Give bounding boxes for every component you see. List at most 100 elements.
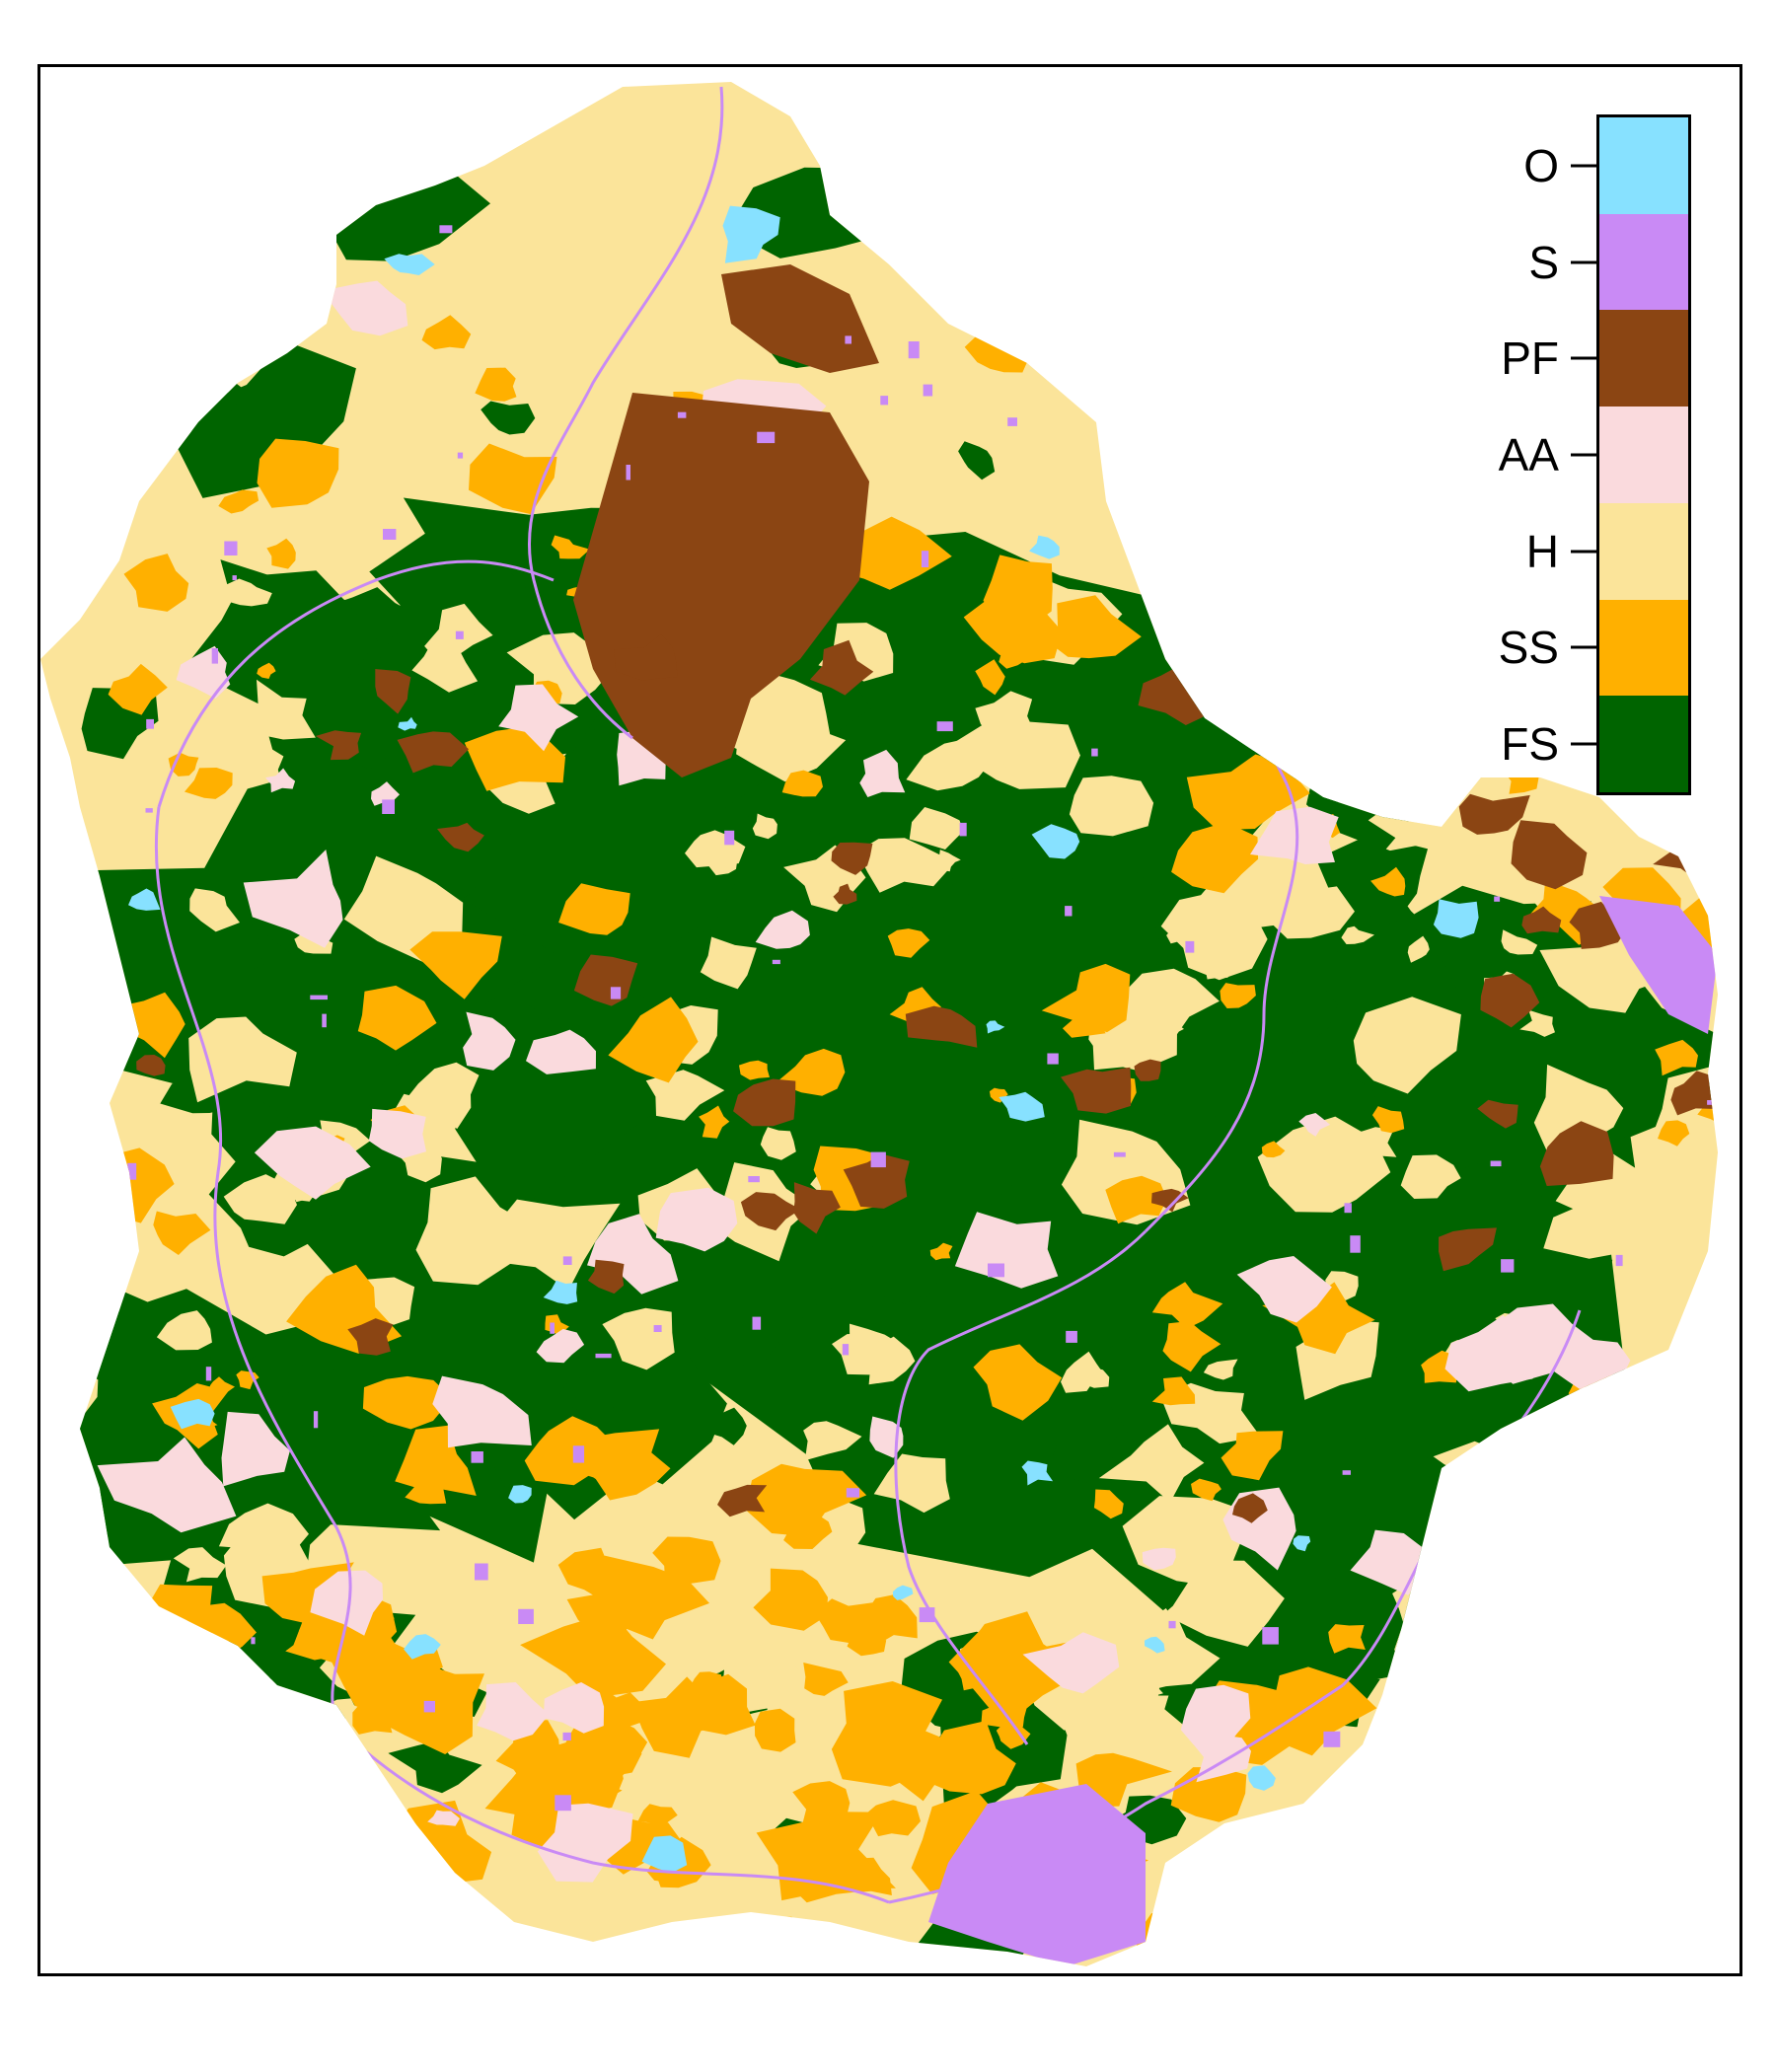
land-ss-patch bbox=[174, 1665, 195, 1681]
land-fs-patch bbox=[1328, 624, 1458, 731]
land-fs-patch bbox=[239, 150, 295, 187]
land-s-patch bbox=[1376, 497, 1395, 509]
legend-swatch-s bbox=[1599, 213, 1688, 311]
land-pf-patch bbox=[1539, 1121, 1614, 1186]
land-fs-patch bbox=[705, 1407, 747, 1445]
land-aa-patch bbox=[1236, 1256, 1332, 1323]
land-o-patch bbox=[1668, 1644, 1689, 1662]
road-line bbox=[894, 1229, 1147, 1745]
land-pf-patch bbox=[1511, 820, 1588, 890]
land-s-patch bbox=[380, 1861, 394, 1876]
land-s-patch bbox=[146, 718, 154, 729]
legend-label-h: H bbox=[1525, 525, 1559, 577]
land-ss-patch bbox=[1075, 1752, 1172, 1808]
legend-tick bbox=[1571, 260, 1596, 264]
land-h-patch bbox=[700, 936, 757, 990]
land-aa-patch bbox=[265, 768, 296, 793]
land-ss-patch bbox=[56, 1011, 100, 1051]
land-ss-patch bbox=[1151, 1282, 1223, 1329]
land-o-patch bbox=[892, 1585, 914, 1600]
land-ss-patch bbox=[929, 1242, 953, 1261]
land-fs-patch bbox=[1499, 1409, 1642, 1538]
land-ss-patch bbox=[1186, 754, 1310, 831]
land-s-patch bbox=[1350, 1235, 1361, 1253]
land-pf-patch bbox=[1134, 1059, 1161, 1081]
land-h-patch bbox=[1342, 1127, 1397, 1160]
land-ss-patch bbox=[1560, 1882, 1621, 1931]
land-o-patch bbox=[966, 251, 990, 267]
land-s-patch bbox=[1670, 1700, 1687, 1714]
land-pf-patch bbox=[905, 1005, 978, 1048]
land-ss-patch bbox=[123, 554, 189, 612]
land-aa-patch bbox=[537, 1803, 633, 1883]
legend-tick bbox=[1571, 356, 1596, 360]
land-s-patch bbox=[1091, 748, 1098, 757]
land-h-patch bbox=[1010, 1576, 1076, 1628]
land-aa-patch bbox=[1250, 806, 1339, 864]
land-pf-patch bbox=[1061, 1067, 1132, 1114]
land-pf-patch bbox=[614, 633, 678, 681]
land-cover-map bbox=[40, 82, 1718, 1966]
land-aa-patch bbox=[463, 1011, 516, 1071]
land-s-patch bbox=[555, 1795, 571, 1812]
legend-color-bar bbox=[1596, 114, 1691, 795]
land-ss-patch bbox=[1655, 1039, 1698, 1076]
land-s-patch bbox=[205, 1367, 212, 1381]
land-aa-patch bbox=[1381, 1657, 1449, 1715]
land-h-patch bbox=[868, 1336, 916, 1385]
land-h-patch bbox=[1501, 929, 1538, 955]
land-fs-patch bbox=[1593, 1565, 1662, 1614]
land-o-patch bbox=[170, 1398, 215, 1430]
land-h-patch bbox=[1203, 1359, 1238, 1380]
land-h-patch bbox=[707, 848, 738, 876]
land-s-patch bbox=[322, 1013, 327, 1028]
land-h-patch bbox=[415, 1176, 547, 1286]
land-s-patch bbox=[988, 1263, 1004, 1278]
land-ss-patch bbox=[277, 1918, 337, 1966]
land-s-patch bbox=[1377, 708, 1388, 726]
land-s-patch bbox=[880, 396, 889, 406]
land-fs-patch bbox=[623, 926, 731, 1008]
land-h-patch bbox=[1069, 776, 1154, 837]
land-aa-patch bbox=[221, 1411, 290, 1487]
land-aa-patch bbox=[1022, 1632, 1120, 1694]
land-ss-patch bbox=[1105, 1175, 1167, 1224]
land-ss-patch bbox=[1146, 346, 1221, 387]
land-fs-patch bbox=[1052, 1424, 1133, 1483]
legend-swatch-fs bbox=[1599, 696, 1688, 792]
land-aa-patch bbox=[1294, 1802, 1325, 1825]
land-s-patch bbox=[1067, 114, 1075, 119]
legend: O S PF AA H SS FS bbox=[1460, 109, 1697, 799]
land-s-patch bbox=[1113, 1151, 1126, 1157]
land-s-patch bbox=[677, 411, 687, 418]
land-ss-patch bbox=[40, 1819, 111, 1872]
land-pf-patch bbox=[1477, 1099, 1518, 1129]
land-pf-patch bbox=[1410, 1663, 1462, 1697]
land-ss-patch bbox=[362, 1375, 453, 1430]
land-ss-patch bbox=[357, 985, 437, 1051]
land-o-patch bbox=[1145, 1636, 1165, 1654]
land-o-patch bbox=[999, 1091, 1045, 1122]
land-ss-patch bbox=[847, 1627, 887, 1657]
land-ss-patch bbox=[918, 1721, 1016, 1795]
legend-label-fs: FS bbox=[1501, 718, 1559, 771]
land-pf-patch bbox=[437, 822, 484, 852]
road-line bbox=[157, 559, 555, 808]
land-ss-patch bbox=[1093, 1489, 1124, 1519]
land-aa-patch bbox=[153, 1700, 243, 1754]
land-s-patch bbox=[870, 1151, 886, 1168]
land-s-patch bbox=[1007, 417, 1017, 426]
land-o-patch bbox=[1433, 899, 1479, 938]
land-h-patch bbox=[1160, 890, 1268, 981]
land-aa-patch bbox=[1234, 334, 1298, 384]
land-ss-patch bbox=[652, 1536, 721, 1585]
land-s-patch bbox=[1323, 1731, 1341, 1747]
land-o-patch bbox=[1029, 535, 1060, 559]
land-o-patch bbox=[404, 1634, 441, 1660]
land-ss-patch bbox=[218, 489, 259, 514]
land-h-patch bbox=[752, 813, 777, 840]
land-ss-patch bbox=[520, 1611, 666, 1697]
land-aa-patch bbox=[954, 1212, 1059, 1289]
land-ss-patch bbox=[475, 367, 517, 402]
land-ss-patch bbox=[983, 555, 1053, 629]
